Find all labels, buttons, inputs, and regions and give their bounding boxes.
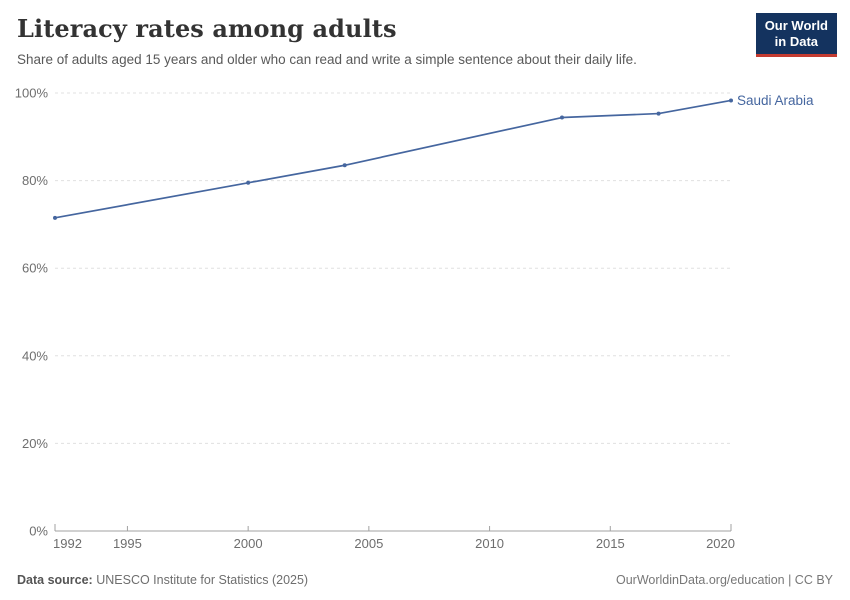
data-point — [560, 115, 564, 120]
data-point — [53, 215, 57, 220]
data-point — [656, 111, 661, 116]
x-tick-label: 2000 — [234, 536, 263, 551]
data-point — [246, 180, 251, 185]
x-tick-label: 2020 — [706, 536, 735, 551]
data-point — [729, 98, 733, 103]
x-tick-label: 1992 — [53, 536, 82, 551]
y-tick-label: 60% — [22, 261, 48, 276]
x-tick-label: 1995 — [113, 536, 142, 551]
chart-footer: Data source: UNESCO Institute for Statis… — [17, 573, 833, 587]
chart-subtitle: Share of adults aged 15 years and older … — [17, 52, 637, 67]
data-source-value: UNESCO Institute for Statistics (2025) — [96, 573, 309, 587]
data-source-label: Data source: — [17, 573, 93, 587]
owid-logo: Our World in Data — [755, 13, 837, 57]
y-tick-label: 80% — [22, 173, 48, 188]
y-tick-label: 40% — [22, 348, 48, 363]
page-title: Literacy rates among adults — [17, 14, 397, 43]
x-tick-label: 2015 — [596, 536, 625, 551]
data-source: Data source: UNESCO Institute for Statis… — [17, 573, 308, 587]
owid-credit-link: OurWorldinData.org/education | CC BY — [615, 573, 833, 587]
data-line — [54, 99, 732, 219]
x-tick-label: 2005 — [354, 536, 383, 551]
x-tick-label: 2010 — [475, 536, 504, 551]
data-point — [342, 163, 347, 168]
owid-logo-line2: in Data — [774, 34, 819, 50]
y-tick-label: 0% — [29, 524, 48, 539]
owid-logo-line1: Our World — [764, 18, 828, 33]
y-tick-label: 20% — [22, 436, 48, 451]
series-label: Saudi Arabia — [737, 93, 814, 108]
y-tick-label: 100% — [15, 86, 49, 101]
